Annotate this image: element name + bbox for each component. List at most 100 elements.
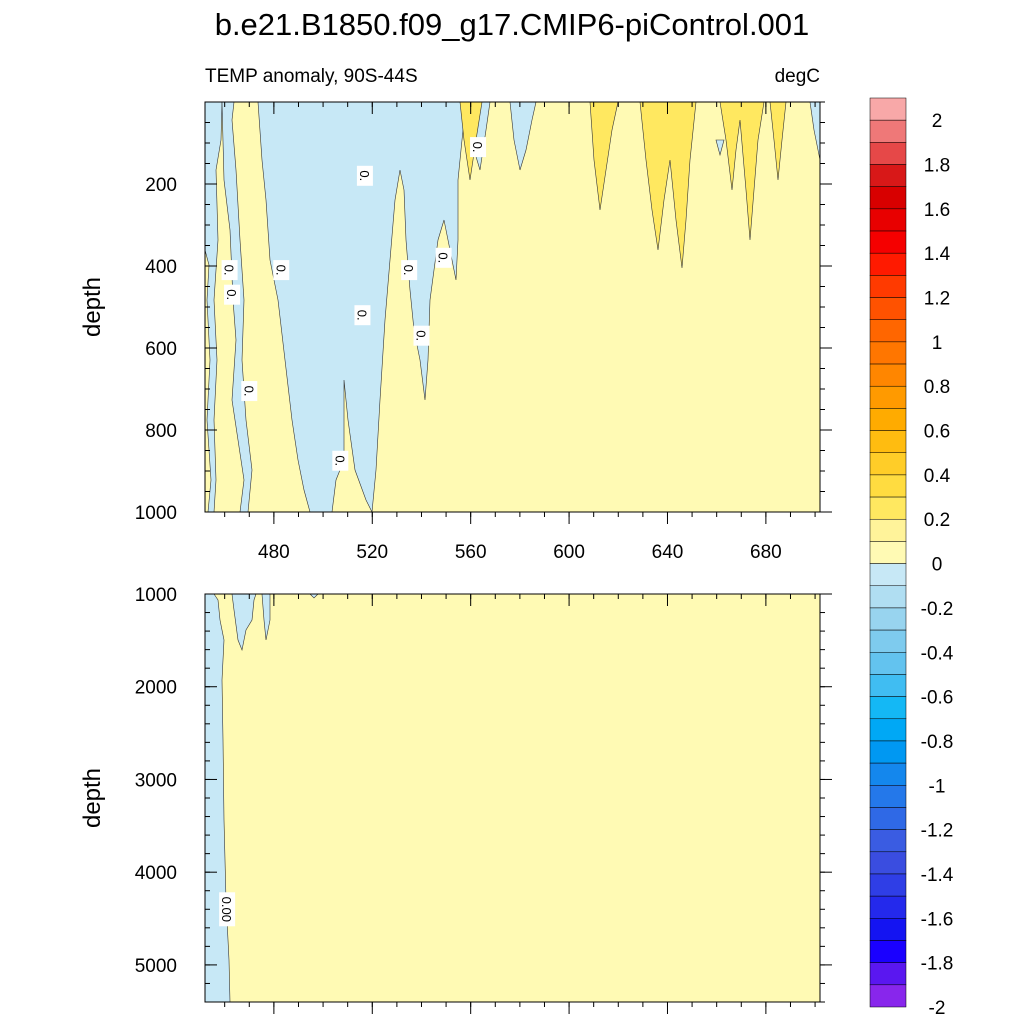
colorbar-swatch [869,851,907,875]
colorbar-swatch [869,740,907,764]
upper-y-axis-label: depth [79,277,106,337]
upper-y-tick-label: 200 [145,175,177,196]
colorbar-label: -1.2 [921,821,954,842]
colorbar-swatch [869,297,907,320]
colorbar-swatch [869,962,907,986]
upper-contour-label-bg [356,165,373,186]
upper-y-tick-label: 800 [145,421,177,442]
colorbar-swatch [869,385,907,409]
upper-contour-label-bg [241,381,258,402]
colorbar-swatch [869,918,907,941]
colorbar-swatch [869,629,907,653]
colorbar-label: -1.8 [921,954,954,975]
chart-title: b.e21.B1850.f09_g17.CMIP6-piControl.001 [215,7,810,42]
colorbar-swatch [869,563,907,587]
colorbar-swatch [869,785,907,808]
lower-y-tick-label: 1000 [135,585,177,606]
upper-contour-label-text: 0. [224,289,239,300]
chart-subtitle-left: TEMP anomaly, 90S-44S [205,66,418,87]
colorbar-label: 0.6 [924,422,950,443]
upper-y-tick-label: 1000 [135,503,177,524]
upper-panel: 200 400 600 800 1000 480 520 560 600 640 680 0. 0.… [79,101,832,563]
colorbar-label: 1.6 [924,200,950,221]
upper-contour-label-text: 0. [470,142,485,153]
colorbar-label: 0.8 [924,377,950,398]
colorbar-swatch [869,895,907,919]
lower-panel: 1000 2000 3000 4000 5000 0.00 depth [79,585,832,1014]
colorbar-swatch [869,674,907,697]
upper-contour-label: 0. [332,450,349,471]
lower-panel-background [205,594,820,1002]
upper-contour-label-text: 0. [401,265,416,276]
lower-cold-region-2 [231,593,257,652]
upper-contour-label-text: 0. [436,252,451,263]
colorbar-label: -1.6 [921,909,954,930]
colorbar-swatch [869,430,907,453]
upper-contour-label: 0. [241,381,258,402]
upper-contour-label: 0. [413,325,430,346]
lower-y-axis-label: depth [79,768,106,828]
colorbar-label: 1 [932,333,943,354]
colorbar-swatch [869,940,907,963]
colorbar-label: -0.8 [921,732,954,753]
upper-cold-streak-3 [715,139,725,157]
chart-units-label: degC [775,66,820,87]
colorbar-label: -0.2 [921,599,954,620]
colorbar-swatch [869,762,907,786]
upper-contour-label: 0. [435,247,452,268]
lower-contour-label-bg [219,892,236,927]
colorbar-label: -0.6 [921,688,954,709]
colorbar-swatch [869,275,907,298]
colorbar-label: 0.4 [924,466,951,487]
upper-contour-label: 0. [224,284,241,305]
upper-contour-label: 0. [273,260,290,281]
upper-contour-label: 0. [221,260,238,281]
colorbar-label: -2 [929,998,946,1019]
colorbar-swatch [869,341,907,365]
lower-contour-label-text: 0.00 [219,897,234,922]
colorbar-swatch [869,142,907,165]
upper-x-tick-label: 680 [750,542,782,563]
upper-contour-label-text: 0. [273,265,288,276]
upper-contour-label: 0. [401,260,418,281]
upper-contour-label-bg [354,305,371,326]
colorbar-label: 1.8 [924,156,950,177]
upper-contour-label-bg [273,260,290,281]
lower-y-tick-label: 2000 [135,678,177,699]
colorbar-swatch [869,518,907,542]
colorbar-swatch [869,607,907,631]
upper-contour-label-text: 0. [413,330,428,341]
colorbar-swatch [869,496,907,520]
upper-contour-label-bg [435,247,452,268]
upper-contour-label-text: 0. [332,455,347,466]
upper-contour-label-bg [401,260,418,281]
colorbar-swatch [869,984,907,1008]
upper-contour-label-text: 0. [357,170,372,181]
upper-contour-label: 0. [354,305,371,326]
upper-x-tick-label: 520 [356,542,388,563]
colorbar-swatch [869,97,907,121]
colorbar-swatch [869,696,907,720]
colorbar-label: 0 [932,555,943,576]
upper-contour-label-bg [413,325,430,346]
colorbar-swatch [869,718,907,742]
upper-contour-label-text: 0. [241,386,256,397]
colorbar-label: -0.4 [921,643,954,664]
colorbar-label: -1.4 [921,865,954,886]
upper-warm-streak-3 [639,101,697,269]
colorbar-swatch [869,230,907,254]
colorbar-swatch [869,541,907,564]
upper-x-tick-label: 560 [455,542,487,563]
colorbar-label: -1 [929,776,946,797]
colorbar-swatch [869,807,907,830]
upper-contour-label: 0. [356,165,373,186]
colorbar-swatch [869,452,907,476]
upper-warm-streak-4 [719,101,765,241]
upper-y-tick-label: 400 [145,257,177,278]
upper-contour-label-bg [221,260,238,281]
upper-contour-label-bg [470,137,487,158]
upper-contour-label: 0. [470,137,487,158]
upper-x-tick-label: 600 [553,542,585,563]
colorbar-label: 0.2 [924,510,950,531]
colorbar-swatch [869,585,907,609]
